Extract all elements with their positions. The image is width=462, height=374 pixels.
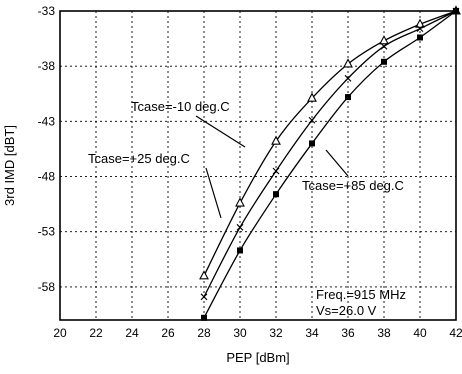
x-tick-label: 20 [53, 326, 67, 340]
series-labels: Tcase=-10 deg.C Tcase=+25 deg.C Tcase=+8… [88, 99, 404, 219]
data-point-tcase-plus25 [308, 116, 316, 124]
x-tick-label: 42 [449, 326, 462, 340]
data-point-tcase-minus10 [199, 270, 209, 280]
y-tick-label: -48 [38, 170, 56, 184]
x-tick-label: 26 [161, 326, 175, 340]
series-line-tcase-minus10 [203, 10, 457, 277]
data-point-tcase-plus25 [344, 74, 352, 82]
x-tick-label: 32 [269, 326, 283, 340]
x-tick-label: 36 [341, 326, 355, 340]
data-point-tcase-minus10 [235, 197, 245, 207]
data-point-tcase-plus85 [201, 314, 207, 321]
frequency-annotation: Freq.=915 MHz [316, 287, 406, 302]
data-point-tcase-minus10 [343, 58, 353, 68]
supply-voltage-annotation: Vs=26.0 V [316, 303, 377, 318]
series-group [199, 5, 461, 321]
x-tick-label: 24 [125, 326, 139, 340]
y-tick-label: -33 [38, 4, 56, 18]
x-tick-label: 40 [413, 326, 427, 340]
leader-line-tcase-minus10 [195, 115, 246, 148]
x-tick-label: 30 [233, 326, 247, 340]
data-point-tcase-plus85 [237, 247, 243, 254]
y-tick-label: -58 [38, 280, 56, 294]
data-point-tcase-plus85 [345, 94, 351, 101]
leader-line-tcase-plus25 [205, 167, 222, 219]
data-point-tcase-plus85 [381, 58, 387, 65]
x-tick-label: 38 [377, 326, 391, 340]
data-point-tcase-minus10 [271, 135, 281, 145]
x-tick-label: 34 [305, 326, 319, 340]
data-point-tcase-plus85 [453, 8, 459, 14]
data-point-tcase-minus10 [379, 35, 389, 45]
leader-line-tcase-plus85 [325, 149, 349, 177]
series-label-tcase-minus10: Tcase=-10 deg.C [131, 99, 230, 114]
series-label-tcase-plus85: Tcase=+85 deg.C [302, 178, 404, 193]
y-axis-title: 3rd IMD [dBT] [2, 125, 17, 206]
data-point-tcase-minus10 [415, 18, 425, 28]
data-point-tcase-plus25 [380, 42, 388, 50]
series-label-tcase-plus25: Tcase=+25 deg.C [88, 151, 190, 166]
x-tick-label: 28 [197, 326, 211, 340]
x-tick-label: 22 [89, 326, 103, 340]
series-line-tcase-plus85 [203, 10, 457, 319]
data-point-tcase-minus10 [307, 92, 317, 102]
data-point-tcase-plus85 [309, 140, 315, 147]
plot-frame [59, 10, 457, 321]
data-point-tcase-plus25 [416, 25, 424, 33]
tick-labels: 20 22 24 26 28 30 32 34 36 38 40 42 -33 -38 -43 -48 -53 -… [38, 4, 462, 340]
data-point-tcase-plus25 [236, 223, 244, 231]
x-axis-title: PEP [dBm] [226, 350, 289, 365]
data-point-tcase-plus25 [272, 167, 280, 175]
data-point-tcase-plus25 [200, 293, 208, 301]
y-tick-label: -38 [38, 59, 56, 73]
data-point-tcase-plus85 [273, 191, 279, 198]
y-tick-label: -43 [38, 114, 56, 128]
data-point-tcase-plus85 [417, 34, 423, 41]
y-tick-label: -53 [38, 225, 56, 239]
